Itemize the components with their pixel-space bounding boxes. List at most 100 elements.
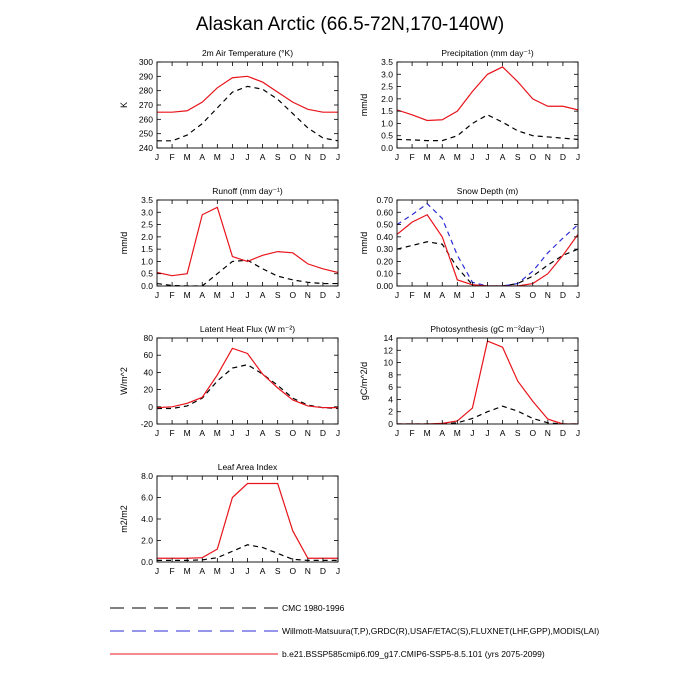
x-tick-label: J (470, 290, 474, 300)
x-tick-label: A (260, 566, 266, 576)
y-tick-label: 2.5 (381, 82, 393, 92)
y-tick-label: 14 (384, 333, 394, 343)
x-tick-label: M (184, 152, 191, 162)
x-tick-label: D (320, 152, 326, 162)
x-tick-label: J (336, 152, 340, 162)
series-group (397, 202, 578, 286)
x-tick-label: F (409, 152, 414, 162)
x-tick-label: M (184, 290, 191, 300)
x-tick-label: M (454, 290, 461, 300)
y-tick-label: 3.5 (141, 195, 153, 205)
x-tick-label: S (275, 428, 281, 438)
x-tick-label: S (515, 152, 521, 162)
x-tick-label: F (169, 290, 174, 300)
x-tick-label: J (395, 290, 399, 300)
x-tick-label: A (199, 152, 205, 162)
x-tick-label: A (439, 428, 445, 438)
y-tick-label: 80 (144, 333, 154, 343)
chart-title: Latent Heat Flux (W m⁻²) (200, 324, 295, 334)
series-line-cmc (157, 85, 338, 142)
y-tick-label: 2.5 (141, 220, 153, 230)
y-tick-label: 0.0 (141, 557, 153, 567)
y-tick-label: 8.0 (141, 471, 153, 481)
x-tick-label: D (320, 428, 326, 438)
x-tick-label: M (424, 152, 431, 162)
y-tick-label: 0.0 (381, 143, 393, 153)
y-tick-label: 6.0 (141, 493, 153, 503)
y-tick-label: 290 (139, 71, 153, 81)
y-tick-label: 0.0 (141, 281, 153, 291)
y-tick-label: 0 (148, 402, 153, 412)
x-tick-label: M (184, 428, 191, 438)
legend-label: CMC 1980-1996 (282, 603, 345, 613)
x-tick-label: J (230, 566, 234, 576)
y-axis-label: mm/d (359, 232, 369, 255)
y-tick-label: 40 (144, 367, 154, 377)
chart-panel: Latent Heat Flux (W m⁻²) W/m^2 -20 0 20 40 60 8… (119, 324, 340, 438)
x-tick-label: A (500, 428, 506, 438)
series-line-cmc (397, 114, 578, 142)
x-tick-label: J (576, 152, 580, 162)
page-title: Alaskan Arctic (66.5-72N,170-140W) (196, 14, 504, 35)
x-tick-label: M (214, 152, 221, 162)
x-tick-label: J (230, 152, 234, 162)
y-tick-label: 2.0 (141, 232, 153, 242)
y-tick-label: 0.50 (376, 220, 393, 230)
x-tick-label: A (260, 428, 266, 438)
x-tick-label: J (395, 428, 399, 438)
y-tick-label: 3.5 (381, 57, 393, 67)
plot-frame (156, 475, 339, 563)
y-tick-label: 2.0 (381, 94, 393, 104)
x-tick-label: O (529, 152, 536, 162)
series-line-cmc (157, 364, 338, 410)
x-tick-label: F (169, 428, 174, 438)
chart-panel: Runoff (mm day⁻¹) mm/d 0.0 0.5 1.0 1.5 2.0 2.5 3… (119, 186, 340, 300)
y-tick-label: 0.00 (376, 281, 393, 291)
x-tick-label: J (230, 428, 234, 438)
x-tick-label: S (515, 428, 521, 438)
y-tick-label: 260 (139, 114, 153, 124)
x-tick-label: D (560, 290, 566, 300)
y-tick-label: 8 (388, 370, 393, 380)
legend: CMC 1980-1996 Willmott-Matsuura(T,P),GRDC… (110, 603, 599, 659)
x-tick-label: N (545, 290, 551, 300)
x-tick-label: J (336, 290, 340, 300)
x-tick-label: M (184, 566, 191, 576)
y-tick-label: 1.0 (381, 118, 393, 128)
legend-label: b.e21.BSSP585cmip6.f09_g17.CMIP6-SSP5-8.… (282, 649, 545, 659)
y-tick-label: 4.0 (141, 514, 153, 524)
y-tick-label: 0.60 (376, 207, 393, 217)
x-tick-label: N (305, 290, 311, 300)
chart-panel: Snow Depth (m) mm/d 0.00 0.10 0.20 0.30 0.40 0.… (359, 186, 580, 300)
x-tick-label: J (576, 290, 580, 300)
y-tick-label: -20 (141, 419, 154, 429)
y-tick-label: 270 (139, 100, 153, 110)
series-line-model (397, 213, 578, 286)
x-tick-label: M (424, 428, 431, 438)
x-tick-label: A (500, 152, 506, 162)
series-group (157, 482, 338, 561)
y-axis-label: gC/m^2/d (359, 362, 369, 400)
x-tick-label: M (214, 566, 221, 576)
series-line-model (157, 482, 338, 559)
y-tick-label: 0 (388, 419, 393, 429)
x-tick-label: A (260, 152, 266, 162)
series-group (157, 347, 338, 410)
x-tick-label: D (560, 152, 566, 162)
y-tick-label: 20 (144, 385, 154, 395)
y-tick-label: 0.5 (381, 131, 393, 141)
x-tick-label: N (545, 152, 551, 162)
x-tick-label: O (289, 152, 296, 162)
chart-title: Precipitation (mm day⁻¹) (441, 48, 534, 58)
x-tick-label: J (485, 290, 489, 300)
x-tick-label: J (245, 428, 249, 438)
x-tick-label: M (454, 152, 461, 162)
x-tick-label: S (275, 566, 281, 576)
y-tick-label: 300 (139, 57, 153, 67)
x-tick-label: O (289, 566, 296, 576)
y-axis-label: mm/d (119, 232, 129, 255)
x-tick-label: N (305, 428, 311, 438)
y-tick-label: 6 (388, 382, 393, 392)
